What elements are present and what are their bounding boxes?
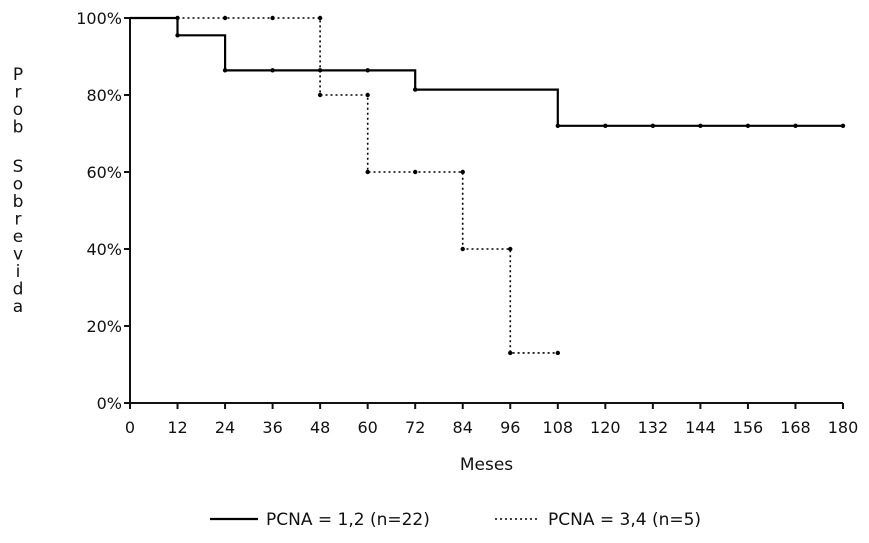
series-point-0	[365, 68, 370, 73]
x-tick-label: 144	[685, 418, 716, 437]
y-tick-label: 60%	[86, 163, 122, 182]
series-point-1	[365, 92, 370, 98]
series-point-1	[508, 246, 513, 252]
x-tick-label: 60	[357, 418, 377, 437]
x-tick-label: 180	[828, 418, 859, 437]
series-point-1	[508, 350, 513, 356]
y-tick-label: 80%	[86, 86, 122, 105]
series-point-0	[413, 87, 418, 92]
series-point-1	[317, 15, 323, 21]
series-point-1	[555, 350, 560, 356]
series-point-1	[222, 15, 228, 21]
y-tick-label: 100%	[76, 9, 122, 28]
axes	[124, 17, 844, 409]
labels-group: 0% 20% 40% 60% 80% 100% 0 12 24 36 48 60 72 84 96 108 12…	[13, 9, 859, 475]
series-point-0	[222, 68, 228, 73]
y-tick-label: 0%	[97, 394, 122, 413]
x-axis-title: Meses	[460, 455, 513, 475]
x-tick-label: 108	[543, 418, 574, 437]
series-group	[130, 15, 846, 356]
series-point-1	[460, 246, 465, 252]
series-point-0	[698, 123, 703, 128]
x-tick-label: 24	[215, 418, 235, 437]
x-tick-label: 96	[500, 418, 520, 437]
series-line-0	[130, 16, 843, 127]
x-tick-label: 48	[310, 418, 330, 437]
x-tick-label: 84	[453, 418, 473, 437]
x-tick-label: 12	[167, 418, 187, 437]
x-tick-label: 132	[638, 418, 669, 437]
x-tick-label: 0	[125, 418, 135, 437]
series-point-0	[793, 123, 798, 128]
series-point-0	[840, 123, 846, 128]
series-point-1	[460, 169, 465, 175]
x-tick-label: 120	[590, 418, 621, 437]
x-tick-label: 36	[262, 418, 282, 437]
x-tick-label: 72	[405, 418, 425, 437]
y-tick-label: 40%	[86, 240, 122, 259]
series-point-0	[317, 68, 323, 73]
series-point-0	[650, 123, 656, 128]
legend-label-1: PCNA = 3,4 (n=5)	[548, 510, 701, 530]
series-point-0	[175, 33, 180, 38]
series-point-1	[317, 92, 323, 98]
series-point-1	[413, 169, 418, 175]
series-point-1	[365, 169, 370, 175]
series-point-0	[555, 123, 560, 128]
y-tick-label: 20%	[86, 317, 122, 336]
series-point-1	[175, 15, 180, 21]
series-point-1	[270, 15, 275, 21]
legend-label-0: PCNA = 1,2 (n=22)	[266, 510, 430, 530]
series-point-0	[745, 123, 751, 128]
series-point-0	[270, 68, 275, 73]
x-tick-label: 156	[733, 418, 764, 437]
series-point-0	[603, 123, 608, 128]
legend: PCNA = 1,2 (n=22) PCNA = 3,4 (n=5)	[210, 510, 701, 530]
x-tick-label: 168	[780, 418, 811, 437]
